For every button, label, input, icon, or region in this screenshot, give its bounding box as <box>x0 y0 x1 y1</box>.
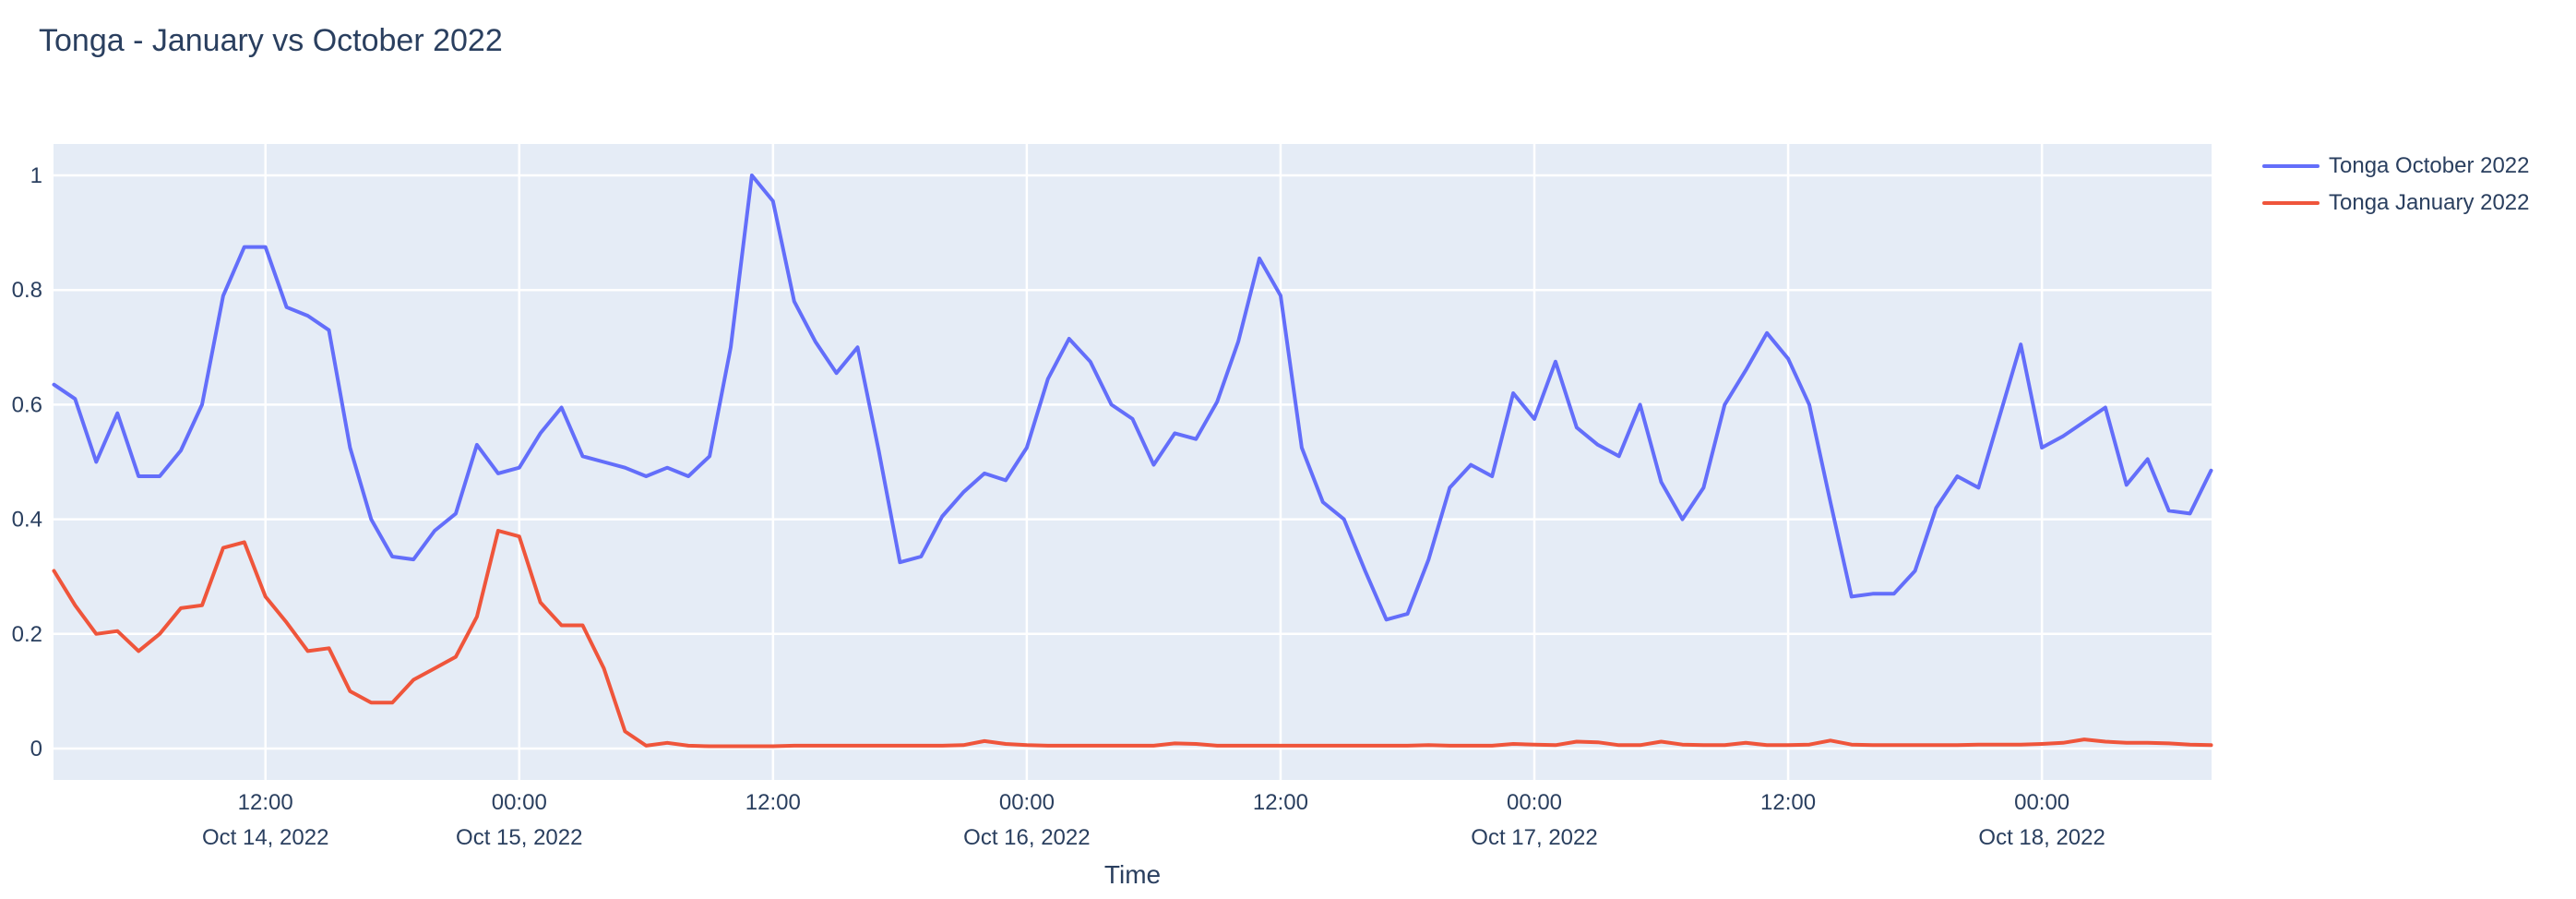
legend-line-sample-january-icon <box>2262 201 2320 205</box>
x-tick-date-label: Oct 14, 2022 <box>202 825 328 850</box>
x-tick-label: 00:00 <box>999 790 1055 815</box>
x-tick-label: 00:00 <box>2014 790 2069 815</box>
legend-item-tonga-october-2022[interactable]: Tonga October 2022 <box>2262 148 2530 185</box>
y-tick-label: 0.6 <box>12 392 42 417</box>
y-tick-label: 0 <box>30 737 42 761</box>
legend-label-october: Tonga October 2022 <box>2329 153 2530 178</box>
legend-label-january: Tonga January 2022 <box>2329 190 2530 215</box>
x-tick-label: 12:00 <box>1253 790 1308 815</box>
x-tick-date-label: Oct 18, 2022 <box>1978 825 2105 850</box>
x-tick-label: 00:00 <box>1507 790 1562 815</box>
y-tick-label: 1 <box>30 163 42 188</box>
legend-line-sample-october-icon <box>2262 164 2320 168</box>
y-tick-label: 0.8 <box>12 278 42 303</box>
x-tick-date-label: Oct 16, 2022 <box>963 825 1090 850</box>
plot-background <box>54 144 2212 780</box>
x-tick-label: 00:00 <box>492 790 547 815</box>
x-tick-label: 12:00 <box>238 790 293 815</box>
x-tick-date-label: Oct 17, 2022 <box>1471 825 1597 850</box>
y-tick-label: 0.2 <box>12 622 42 647</box>
x-axis-title: Time <box>1103 860 1162 889</box>
x-tick-date-label: Oct 15, 2022 <box>456 825 582 850</box>
x-tick-label: 12:00 <box>745 790 801 815</box>
chart-title: Tonga - January vs October 2022 <box>39 23 503 58</box>
y-tick-label: 0.4 <box>12 508 42 533</box>
series-line-tonga-october-2022 <box>52 174 2213 622</box>
series-line-tonga-january-2022 <box>52 529 2213 749</box>
legend: Tonga October 2022 Tonga January 2022 <box>2262 148 2530 222</box>
x-tick-label: 12:00 <box>1760 790 1816 815</box>
legend-item-tonga-january-2022[interactable]: Tonga January 2022 <box>2262 185 2530 222</box>
